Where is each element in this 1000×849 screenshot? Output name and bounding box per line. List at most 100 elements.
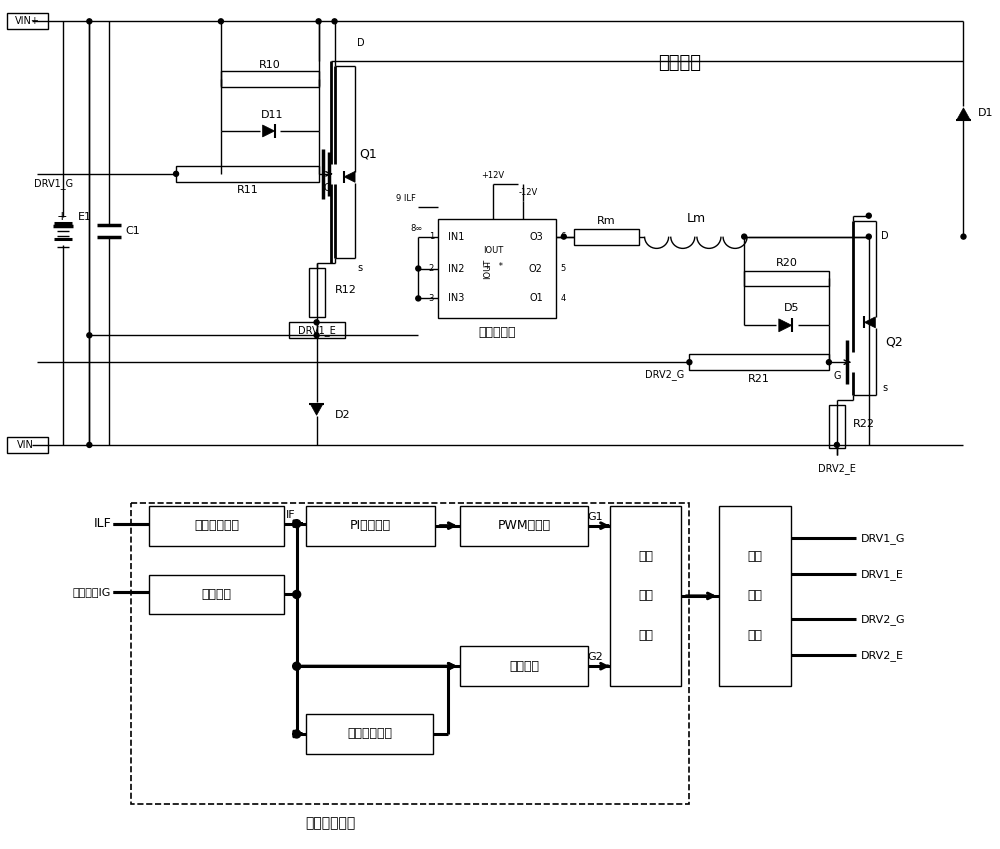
Polygon shape <box>310 403 323 415</box>
Bar <box>149 506 284 546</box>
Bar <box>460 646 588 686</box>
Circle shape <box>316 19 321 24</box>
Text: D: D <box>881 231 889 240</box>
Text: 驱动: 驱动 <box>748 589 763 603</box>
Text: R12: R12 <box>335 285 356 295</box>
Text: IOUT: IOUT <box>483 246 503 255</box>
Polygon shape <box>344 171 355 183</box>
Bar <box>460 506 588 546</box>
Circle shape <box>416 296 421 301</box>
Bar <box>131 503 689 804</box>
Text: 电路: 电路 <box>638 629 653 642</box>
Circle shape <box>742 234 747 239</box>
Text: G: G <box>834 371 841 381</box>
Text: R21: R21 <box>748 374 770 384</box>
Text: O3: O3 <box>529 232 543 242</box>
Circle shape <box>834 442 839 447</box>
Bar <box>744 271 829 286</box>
Bar <box>610 506 681 686</box>
Text: 调理电路: 调理电路 <box>201 588 231 601</box>
Text: Q2: Q2 <box>885 335 903 349</box>
Polygon shape <box>864 317 875 328</box>
Text: +: + <box>57 211 68 223</box>
Text: D: D <box>357 38 364 48</box>
Text: Lm: Lm <box>686 212 705 225</box>
Circle shape <box>293 520 301 528</box>
Text: R20: R20 <box>776 257 797 267</box>
Text: 脉冲: 脉冲 <box>638 550 653 563</box>
Circle shape <box>961 234 966 239</box>
Text: IN1: IN1 <box>448 232 464 242</box>
Text: IOUT: IOUT <box>484 258 493 278</box>
Bar <box>438 219 556 318</box>
Text: DRV1_E: DRV1_E <box>861 569 904 580</box>
Text: 1: 1 <box>429 232 434 241</box>
Bar <box>149 575 284 615</box>
Text: VIN-: VIN- <box>17 440 38 450</box>
Bar <box>221 71 319 87</box>
Circle shape <box>561 234 566 239</box>
Text: DRV1_G: DRV1_G <box>861 533 905 543</box>
Circle shape <box>866 213 871 218</box>
Text: -12V: -12V <box>518 188 538 197</box>
Text: 隔离: 隔离 <box>748 550 763 563</box>
Circle shape <box>293 662 301 670</box>
Bar <box>306 714 433 754</box>
Bar <box>689 354 829 370</box>
Text: DRV2_G: DRV2_G <box>645 368 684 380</box>
Text: E1: E1 <box>77 211 91 222</box>
Text: 桥式电路: 桥式电路 <box>658 54 701 72</box>
Circle shape <box>332 19 337 24</box>
Text: 电路: 电路 <box>748 629 763 642</box>
Text: DRV1_G: DRV1_G <box>34 178 73 189</box>
Circle shape <box>174 171 179 177</box>
Text: R11: R11 <box>236 185 258 194</box>
Circle shape <box>87 442 92 447</box>
Text: C1: C1 <box>125 226 140 236</box>
Text: G: G <box>324 183 331 193</box>
Text: G1: G1 <box>588 512 603 521</box>
Text: IN3: IN3 <box>448 294 464 303</box>
Text: DRV1_E: DRV1_E <box>298 325 335 335</box>
Text: 4: 4 <box>560 294 565 303</box>
Text: O2: O2 <box>529 263 543 273</box>
Circle shape <box>866 234 871 239</box>
Circle shape <box>314 333 319 338</box>
Circle shape <box>416 266 421 271</box>
Text: DRV2_E: DRV2_E <box>861 650 904 661</box>
Text: PWM调节器: PWM调节器 <box>497 520 550 532</box>
Circle shape <box>87 333 92 338</box>
Polygon shape <box>779 319 792 332</box>
Polygon shape <box>957 108 970 120</box>
Text: R22: R22 <box>853 419 875 429</box>
Text: 9 ILF: 9 ILF <box>396 194 416 203</box>
Text: s: s <box>358 262 363 273</box>
Circle shape <box>293 730 301 738</box>
Circle shape <box>687 360 692 365</box>
Circle shape <box>826 360 831 365</box>
Text: Rm: Rm <box>597 216 615 226</box>
Circle shape <box>314 320 319 325</box>
Bar <box>719 506 791 686</box>
Text: D1: D1 <box>977 108 993 118</box>
Text: DRV2_G: DRV2_G <box>861 614 905 625</box>
Bar <box>7 437 48 453</box>
Text: 2: 2 <box>429 264 434 273</box>
Bar <box>574 228 639 245</box>
Text: O1: O1 <box>529 294 543 303</box>
Bar <box>289 323 345 338</box>
Text: G2: G2 <box>588 652 604 662</box>
Text: 电流互感器: 电流互感器 <box>478 326 516 339</box>
Circle shape <box>293 590 301 599</box>
Text: 信号调理电路: 信号调理电路 <box>194 520 239 532</box>
Text: 给定信号IG: 给定信号IG <box>73 588 111 598</box>
Bar <box>7 14 48 30</box>
Circle shape <box>87 19 92 24</box>
Text: VIN+: VIN+ <box>15 16 40 26</box>
Text: 6: 6 <box>560 232 565 241</box>
Text: Q1: Q1 <box>360 148 377 160</box>
Text: +   *: + * <box>484 262 503 271</box>
Text: 8∞: 8∞ <box>410 224 422 233</box>
Text: 3: 3 <box>429 294 434 303</box>
Polygon shape <box>263 125 275 137</box>
